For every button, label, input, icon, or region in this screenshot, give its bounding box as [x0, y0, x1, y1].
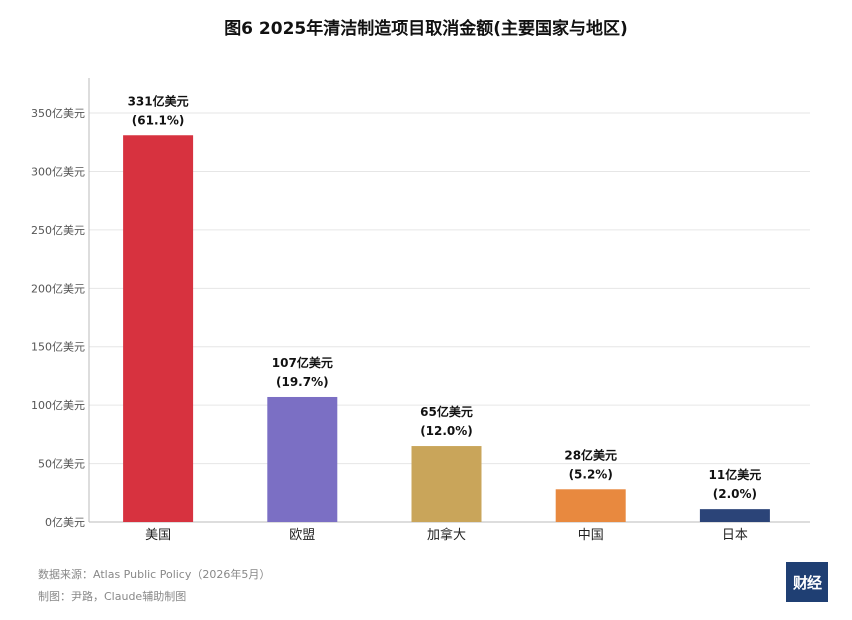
data-labels: 331亿美元 (61.1%) 107亿美元 (19.7%) 65亿美元 (12.0%) 28… — [128, 93, 762, 501]
y-tick-label: 300亿美元 — [31, 165, 85, 178]
value-label: 11亿美元 — [709, 467, 762, 482]
x-tick-label: 日本 — [722, 528, 748, 543]
bar — [267, 396, 338, 522]
source-note: 数据来源：Atlas Public Policy（2026年5月） — [38, 568, 271, 581]
bar — [411, 446, 482, 522]
value-label: 107亿美元 — [272, 355, 333, 370]
x-tick-label: 中国 — [578, 528, 604, 543]
bar — [699, 509, 770, 522]
y-tick-label: 250亿美元 — [31, 224, 85, 237]
chart-title: 图6 2025年清洁制造项目取消金额(主要国家与地区) — [224, 19, 628, 39]
bars — [123, 135, 770, 522]
x-tick-labels: 美国 欧盟 加拿大 中国 日本 — [145, 527, 748, 543]
bar — [123, 135, 194, 522]
y-tick-labels: 0亿美元 50亿美元 100亿美元 150亿美元 200亿美元 250亿美元 300亿美元 3… — [31, 107, 85, 529]
x-tick-label: 欧盟 — [289, 528, 315, 543]
y-tick-label: 200亿美元 — [31, 282, 85, 295]
bar — [555, 489, 626, 522]
value-label: 65亿美元 — [420, 404, 473, 419]
share-label: (61.1%) — [132, 113, 185, 127]
value-label: 28亿美元 — [564, 447, 617, 462]
share-label: (5.2%) — [569, 467, 613, 481]
share-label: (2.0%) — [713, 487, 757, 501]
credit-note: 制图：尹路，Claude辅助制图 — [38, 590, 187, 603]
y-tick-label: 0亿美元 — [45, 516, 85, 529]
x-tick-label: 美国 — [145, 528, 171, 543]
publisher-logo: 财经 — [786, 562, 828, 602]
value-label: 331亿美元 — [128, 93, 189, 108]
share-label: (19.7%) — [276, 375, 329, 389]
y-tick-label: 50亿美元 — [38, 458, 85, 471]
x-tick-label: 加拿大 — [427, 527, 466, 543]
y-tick-label: 150亿美元 — [31, 341, 85, 354]
y-tick-label: 350亿美元 — [31, 107, 85, 120]
y-tick-label: 100亿美元 — [31, 399, 85, 412]
share-label: (12.0%) — [420, 424, 473, 438]
